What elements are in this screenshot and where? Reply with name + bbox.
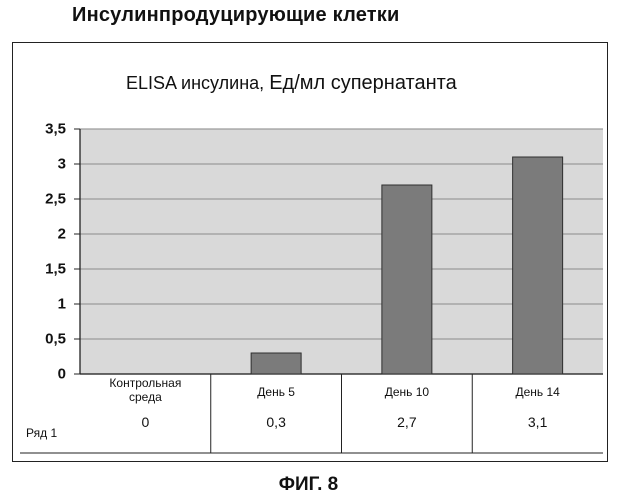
bar	[513, 157, 563, 374]
data-value-label: 3,1	[528, 414, 548, 430]
bar	[251, 353, 301, 374]
x-category-label: среда	[129, 390, 162, 404]
x-category-label: День 10	[385, 385, 430, 399]
series-row-label: Ряд 1	[26, 426, 57, 440]
data-value-label: 0	[141, 414, 149, 430]
x-category-label: День 14	[515, 385, 560, 399]
data-value-label: 0,3	[266, 414, 286, 430]
data-value-label: 2,7	[397, 414, 417, 430]
bar	[382, 185, 432, 374]
x-category-label: День 5	[257, 385, 295, 399]
figure-caption: ФИГ. 8	[0, 474, 617, 496]
x-category-label: Контрольная	[109, 376, 181, 390]
